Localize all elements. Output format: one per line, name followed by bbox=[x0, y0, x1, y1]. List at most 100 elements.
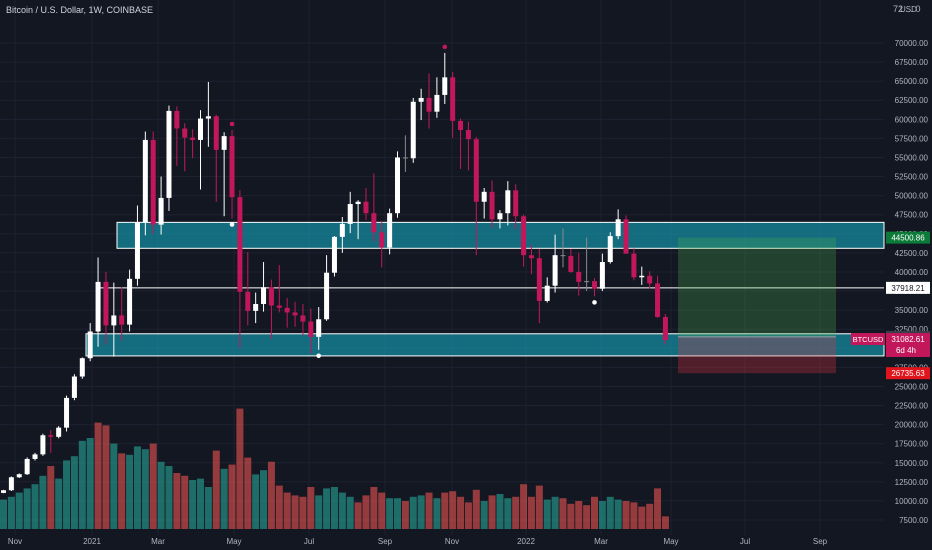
candle-body bbox=[402, 157, 408, 159]
candle-body bbox=[134, 222, 140, 279]
volume-bar bbox=[23, 488, 31, 529]
symbol-badge-bg bbox=[851, 333, 885, 346]
candlesticks bbox=[1, 52, 668, 494]
candle-body bbox=[261, 287, 267, 305]
candle-body bbox=[229, 136, 235, 198]
y-tick-label: 42500.00 bbox=[895, 249, 929, 258]
x-tick-label: Sep bbox=[813, 537, 828, 546]
candle-body bbox=[32, 454, 38, 459]
candle-body bbox=[497, 213, 503, 220]
candle-body bbox=[536, 258, 542, 301]
y-tick-label: 7500.00 bbox=[899, 516, 928, 525]
volume-bar bbox=[55, 478, 63, 529]
volume-bar bbox=[654, 488, 662, 529]
candle-body bbox=[16, 474, 22, 478]
volume-bar bbox=[157, 461, 165, 529]
candle-body bbox=[481, 191, 487, 202]
x-tick-label: 2021 bbox=[83, 537, 101, 546]
candle-body bbox=[592, 281, 597, 289]
candle-body bbox=[300, 315, 306, 322]
candle-body bbox=[190, 137, 196, 140]
volume-bar bbox=[212, 450, 220, 529]
volume-bar bbox=[338, 492, 346, 529]
candle-body bbox=[434, 94, 440, 112]
candle-body bbox=[268, 287, 274, 306]
y-tick-label: 65000.00 bbox=[895, 77, 929, 86]
x-tick-label: Jul bbox=[740, 537, 750, 546]
volume-bar bbox=[457, 496, 465, 529]
candle-body bbox=[56, 427, 62, 437]
candle-body bbox=[111, 315, 117, 326]
volume-bar bbox=[141, 449, 149, 529]
candle-body bbox=[662, 316, 668, 340]
time-axis[interactable]: Nov 2021 Mar May Jul Sep Nov 2022 Mar May Jul Sep bbox=[8, 537, 828, 546]
volume-bar bbox=[433, 498, 441, 529]
volume-bar bbox=[126, 454, 134, 529]
candle-body bbox=[584, 281, 590, 283]
y-tick-label: 52500.00 bbox=[895, 173, 929, 182]
candle-body bbox=[182, 128, 188, 138]
candle-body bbox=[647, 275, 653, 284]
volume-bar bbox=[78, 440, 86, 529]
candle-body bbox=[103, 281, 109, 326]
volume-bar bbox=[283, 492, 291, 529]
volume-bar bbox=[362, 495, 370, 529]
y-tick-label: 17500.00 bbox=[895, 440, 929, 449]
volume-bar bbox=[47, 466, 55, 529]
volume-bar bbox=[583, 505, 591, 529]
candle-body bbox=[473, 139, 479, 202]
volume-bar bbox=[7, 496, 15, 529]
volume-bar bbox=[401, 501, 409, 529]
volume-bar bbox=[606, 496, 614, 529]
long-position-tool[interactable] bbox=[678, 237, 836, 374]
volume-bar bbox=[535, 485, 543, 529]
candle-body bbox=[284, 307, 290, 313]
y-tick-label: 22500.00 bbox=[895, 402, 929, 411]
volume-bar bbox=[315, 495, 323, 529]
signal-dot bbox=[442, 44, 448, 50]
candle-body bbox=[465, 130, 471, 140]
candle-body bbox=[79, 358, 85, 377]
candle-body bbox=[528, 255, 534, 259]
candle-body bbox=[292, 312, 298, 316]
volume-bar bbox=[504, 498, 512, 529]
volume-bar bbox=[267, 461, 275, 529]
candle-body bbox=[158, 197, 164, 225]
x-tick-label: Nov bbox=[445, 537, 459, 546]
volume-bar bbox=[149, 443, 157, 529]
volume-bar bbox=[0, 499, 7, 529]
volume-bar bbox=[165, 466, 173, 529]
candle-body bbox=[87, 331, 93, 359]
volume-bar bbox=[102, 425, 110, 529]
candle-body bbox=[119, 315, 125, 325]
volume-bar bbox=[370, 487, 378, 529]
symbol-badge: BTCUSD bbox=[853, 335, 884, 344]
volume-bar bbox=[386, 498, 394, 529]
candle-body bbox=[521, 216, 527, 256]
signal-markers bbox=[229, 44, 597, 359]
volume-bar bbox=[449, 491, 457, 529]
candle-body bbox=[150, 139, 156, 225]
candle-body bbox=[387, 213, 393, 248]
volume-bar bbox=[330, 487, 338, 529]
y-top-label: 72 ... 0 bbox=[893, 4, 921, 14]
volume-bar bbox=[63, 460, 71, 529]
volume-bar bbox=[307, 487, 315, 529]
candle-body bbox=[450, 77, 456, 121]
volume-bar bbox=[591, 496, 598, 529]
volume-bars bbox=[0, 408, 669, 529]
x-tick-label: Mar bbox=[594, 537, 608, 546]
candle-body bbox=[395, 157, 400, 214]
volume-bar bbox=[220, 468, 228, 529]
candle-body bbox=[40, 435, 46, 455]
candle-body bbox=[1, 490, 6, 493]
volume-bar bbox=[622, 501, 630, 529]
volume-bar bbox=[598, 501, 606, 529]
volume-bar bbox=[520, 484, 528, 529]
x-tick-label: May bbox=[226, 537, 241, 546]
volume-bar bbox=[472, 489, 480, 529]
volume-bar bbox=[299, 496, 307, 529]
volume-bar bbox=[551, 496, 559, 529]
signal-dot bbox=[229, 222, 235, 227]
